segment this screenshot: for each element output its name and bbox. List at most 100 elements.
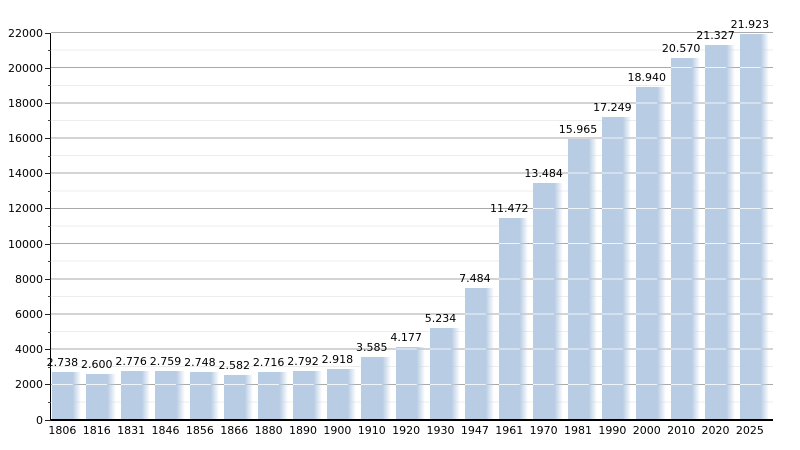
bar	[120, 371, 155, 420]
bar	[189, 371, 223, 420]
bar-cell: 2.759	[150, 33, 189, 420]
bar-cell: 21.327	[696, 29, 739, 420]
bar	[739, 34, 773, 420]
y-axis-label: 0	[36, 413, 43, 427]
y-axis-major-tick	[45, 32, 51, 34]
bar	[86, 374, 120, 420]
x-cell: 1947	[460, 424, 498, 438]
x-axis-label: 1856	[185, 424, 214, 437]
bar-cell: 2.748	[184, 33, 223, 420]
x-cell: 1890	[289, 424, 326, 438]
x-axis-label: 1981	[563, 424, 592, 437]
y-axis-label: 14000	[8, 167, 43, 181]
x-axis-label: 1846	[151, 424, 180, 437]
y-axis-minor-tick	[47, 85, 51, 87]
plot-area: 2.738 2.600 2.776 2.759 2.748 2.582 2.716 2.792…	[47, 19, 773, 420]
x-axis-label: 2025	[735, 424, 764, 437]
x-cell: 1910	[358, 424, 394, 438]
value-label: 2.792	[287, 354, 319, 368]
value-label: 3.585	[355, 340, 388, 354]
value-label: 20.570	[661, 42, 701, 56]
bar-cell: 13.484	[524, 33, 567, 420]
bar-cell: 3.585	[356, 33, 395, 420]
bar	[498, 218, 533, 420]
bar	[670, 58, 705, 420]
value-label: 7.484	[459, 272, 491, 286]
x-cell: 2025	[735, 424, 773, 438]
y-axis-label: 20000	[8, 61, 43, 75]
bar	[636, 86, 670, 420]
bar-cell: 2.600	[81, 33, 120, 420]
x-axis-label: 1920	[392, 424, 421, 437]
y-axis-minor-tick	[47, 366, 51, 368]
y-axis-minor-tick	[47, 50, 51, 52]
bar-cell: 18.940	[627, 33, 670, 420]
value-label: 15.965	[558, 123, 598, 137]
x-axis-label: 1831	[117, 424, 146, 437]
x-cell: 1961	[495, 424, 532, 438]
value-label: 4.177	[390, 330, 422, 344]
bar-cell: 20.570	[662, 33, 705, 420]
y-axis-major-tick	[45, 419, 51, 421]
x-axis-label: 1866	[220, 424, 249, 437]
x-cell: 2010	[667, 424, 704, 438]
value-label: 2.582	[218, 358, 250, 372]
x-cell: 1856	[185, 424, 223, 438]
bar	[223, 374, 258, 420]
x-cell: 1866	[220, 424, 257, 438]
x-axis-label: 1806	[48, 424, 77, 437]
y-axis-label: 4000	[15, 343, 43, 357]
y-axis-label: 16000	[8, 132, 43, 146]
y-axis-major-tick	[45, 102, 51, 104]
y-axis-minor-tick	[47, 261, 51, 263]
bar	[567, 139, 601, 420]
y-axis-minor-tick	[47, 190, 51, 192]
y-axis-major-tick	[45, 278, 51, 280]
value-label: 17.249	[593, 100, 632, 114]
y-axis-major-tick	[45, 243, 51, 245]
value-label: 5.234	[424, 311, 457, 325]
y-axis-minor-tick	[47, 120, 51, 122]
x-cell: 1880	[254, 424, 291, 438]
bar	[155, 371, 189, 420]
x-axis-label: 1990	[598, 424, 627, 437]
x-cell: 2020	[701, 424, 738, 438]
bar	[52, 371, 86, 420]
x-cell: 1831	[117, 424, 154, 438]
x-axis-label: 2020	[701, 424, 730, 437]
bar	[464, 288, 498, 420]
x-cell: 1900	[323, 424, 360, 438]
y-axis-label: 8000	[15, 272, 43, 286]
bar	[361, 356, 395, 420]
y-axis-label: 2000	[15, 378, 43, 392]
x-axis-label: 1900	[323, 424, 352, 437]
bar	[258, 372, 292, 420]
y-axis-major-tick	[45, 349, 51, 351]
value-label: 2.738	[46, 355, 79, 369]
x-axis-labels: 1806 1816 1831 1846 1856 1866 1880 1890 1900 1910…	[48, 424, 773, 438]
y-axis-major-tick	[45, 208, 51, 210]
x-cell: 1990	[598, 424, 635, 438]
y-axis-minor-tick	[47, 401, 51, 403]
bar	[430, 327, 464, 420]
bar-cell: 2.738	[47, 33, 86, 420]
y-axis-minor-tick	[47, 226, 51, 227]
bar-cell: 2.582	[218, 33, 258, 420]
value-label: 18.940	[627, 70, 666, 84]
x-axis-line	[49, 419, 773, 421]
x-cell: 1816	[83, 424, 119, 438]
y-axis-label: 18000	[8, 96, 43, 110]
value-label: 2.776	[115, 355, 147, 369]
x-axis-label: 1880	[254, 424, 283, 437]
value-label: 11.472	[489, 202, 529, 216]
y-axis-label: 22000	[8, 26, 43, 40]
value-label: 13.484	[524, 166, 563, 180]
x-axis-label: 1947	[460, 424, 489, 437]
x-axis-label: 2000	[632, 424, 661, 437]
x-axis-label: 1961	[495, 424, 524, 437]
value-label: 2.748	[184, 355, 216, 369]
y-axis-major-tick	[45, 138, 51, 140]
bar-cell: 15.965	[559, 33, 601, 420]
y-axis-label: 6000	[15, 307, 43, 321]
